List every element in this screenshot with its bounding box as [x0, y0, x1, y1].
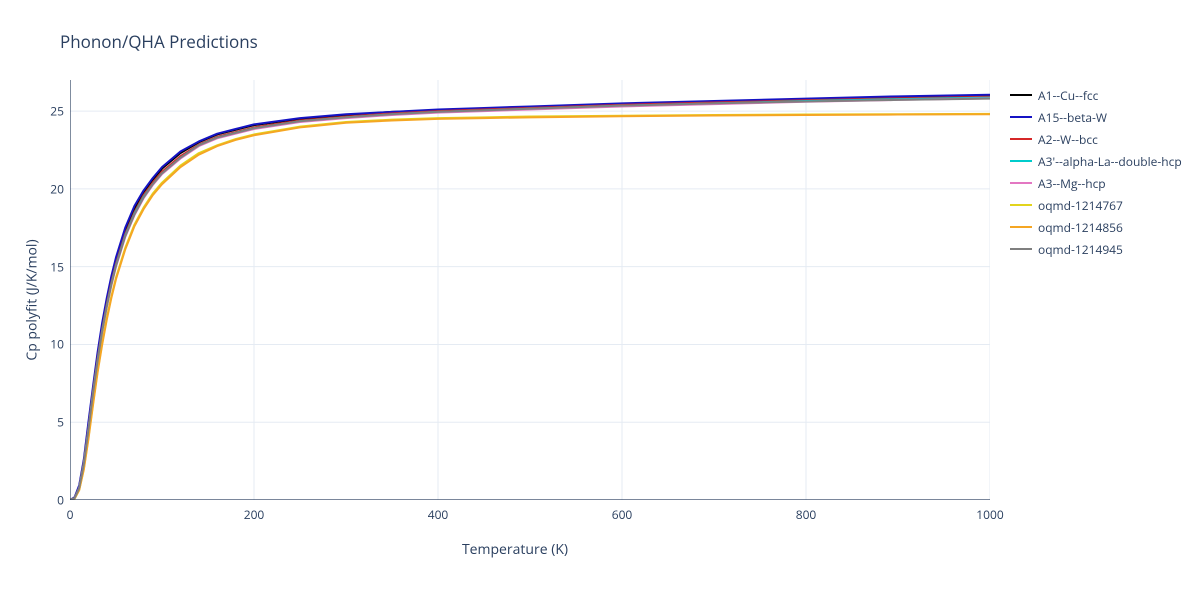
series-line[interactable] — [70, 97, 990, 500]
legend-swatch-icon — [1010, 138, 1032, 140]
legend-item[interactable]: oqmd-1214945 — [1010, 242, 1182, 256]
legend-item[interactable]: A2--W--bcc — [1010, 132, 1182, 146]
chart-container: Phonon/QHA Predictions Cp polyfit (J/K/m… — [0, 0, 1200, 600]
legend-swatch-icon — [1010, 182, 1032, 184]
legend-item[interactable]: A15--beta-W — [1010, 110, 1182, 124]
legend-label: oqmd-1214856 — [1038, 219, 1123, 236]
y-tick-label: 0 — [36, 492, 64, 509]
legend-label: A3'--alpha-La--double-hcp — [1038, 153, 1182, 170]
legend-label: oqmd-1214945 — [1038, 241, 1123, 258]
y-tick-label: 5 — [36, 414, 64, 431]
legend-item[interactable]: oqmd-1214856 — [1010, 220, 1182, 234]
y-tick-label: 10 — [36, 336, 64, 353]
series-line[interactable] — [70, 114, 990, 500]
legend-swatch-icon — [1010, 116, 1032, 118]
series-line[interactable] — [70, 95, 990, 500]
legend-item[interactable]: A3'--alpha-La--double-hcp — [1010, 154, 1182, 168]
legend-item[interactable]: A3--Mg--hcp — [1010, 176, 1182, 190]
x-axis-label: Temperature (K) — [462, 540, 568, 559]
legend-item[interactable]: oqmd-1214767 — [1010, 198, 1182, 212]
legend-swatch-icon — [1010, 248, 1032, 250]
legend-label: A2--W--bcc — [1038, 131, 1098, 148]
legend-label: A3--Mg--hcp — [1038, 175, 1106, 192]
plot-area[interactable] — [70, 80, 990, 500]
x-tick-label: 200 — [244, 506, 265, 523]
legend-label: oqmd-1214767 — [1038, 197, 1123, 214]
legend-swatch-icon — [1010, 204, 1032, 206]
series-line[interactable] — [70, 96, 990, 500]
legend-label: A15--beta-W — [1038, 109, 1107, 126]
legend[interactable]: A1--Cu--fcc A15--beta-W A2--W--bcc A3'--alp… — [1010, 88, 1182, 264]
legend-label: A1--Cu--fcc — [1038, 87, 1098, 104]
y-tick-label: 25 — [36, 103, 64, 120]
legend-swatch-icon — [1010, 226, 1032, 228]
x-tick-label: 0 — [67, 506, 74, 523]
legend-item[interactable]: A1--Cu--fcc — [1010, 88, 1182, 102]
chart-title: Phonon/QHA Predictions — [60, 30, 258, 53]
x-tick-label: 1000 — [976, 506, 1003, 523]
x-tick-label: 400 — [428, 506, 449, 523]
y-tick-label: 20 — [36, 180, 64, 197]
x-tick-label: 600 — [612, 506, 633, 523]
legend-swatch-icon — [1010, 160, 1032, 162]
series-line[interactable] — [70, 99, 990, 500]
series-line[interactable] — [70, 98, 990, 500]
series-line[interactable] — [70, 98, 990, 500]
series-line[interactable] — [70, 114, 990, 500]
x-tick-label: 800 — [796, 506, 817, 523]
y-tick-label: 15 — [36, 258, 64, 275]
legend-swatch-icon — [1010, 94, 1032, 96]
